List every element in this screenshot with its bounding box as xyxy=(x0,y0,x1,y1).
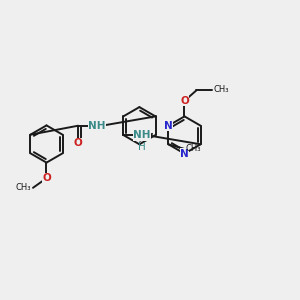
Text: CH₃: CH₃ xyxy=(214,85,229,94)
Text: N: N xyxy=(164,121,173,131)
Text: O: O xyxy=(42,173,51,183)
Text: H: H xyxy=(138,142,146,152)
Text: NH: NH xyxy=(133,130,151,140)
Text: NH: NH xyxy=(88,121,106,131)
Text: N: N xyxy=(180,148,189,159)
Text: CH₃: CH₃ xyxy=(185,144,201,153)
Text: O: O xyxy=(74,138,82,148)
Text: O: O xyxy=(180,96,189,106)
Text: CH₃: CH₃ xyxy=(15,183,31,192)
